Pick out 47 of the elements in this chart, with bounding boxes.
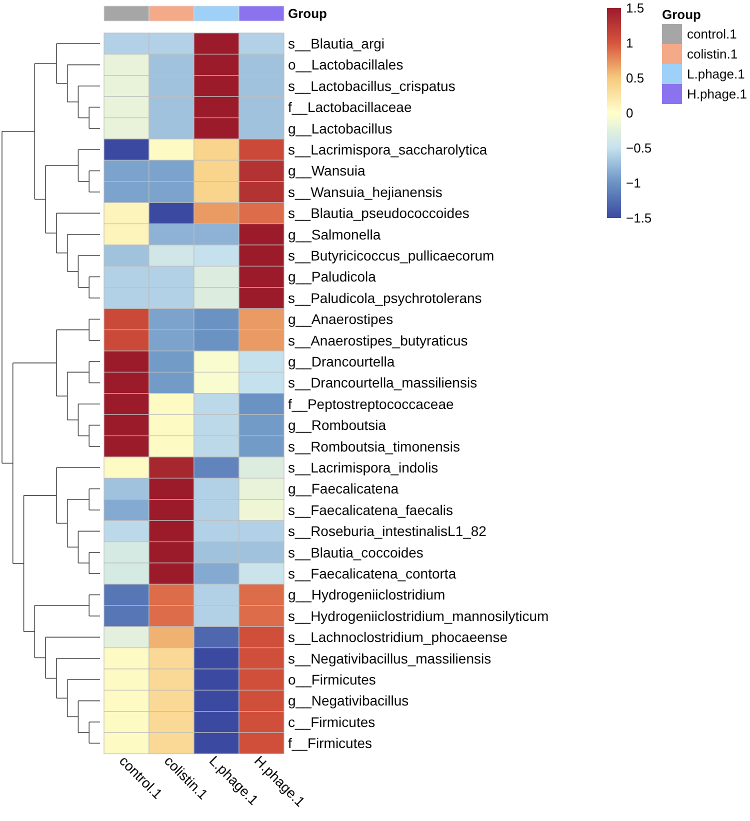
y-tick-label: g__Drancourtella <box>288 354 395 370</box>
y-tick-label: s__Paludicola_psychrotolerans <box>288 290 482 306</box>
y-tick-label: s__Faecalicatena_faecalis <box>288 502 453 518</box>
color-bar-label: 0.5 <box>626 70 644 86</box>
color-bar-label: 0 <box>626 106 634 121</box>
category-label: colistin.1 <box>687 46 738 62</box>
y-tick-label: s__Blautia_pseudococcoides <box>288 205 470 222</box>
color-bar-label: −1 <box>626 176 641 191</box>
y-tick-label: g__Anaerostipes <box>288 311 394 328</box>
color-bar-label: 1.5 <box>626 0 644 16</box>
y-tick-label: g__Romboutsia <box>288 417 386 434</box>
y-tick-label: f__Lactobacillaceae <box>288 99 412 116</box>
y-tick-label: f__Peptostreptococcaceae <box>288 396 454 412</box>
category-label: control.1 <box>687 26 737 42</box>
y-tick-label: g__Negativibacillus <box>288 692 409 709</box>
y-tick-label: g__Wansuia <box>288 162 366 179</box>
y-tick-label: o__Firmicutes <box>288 672 376 688</box>
y-tick-label: s__Lactobacillus_crispatus <box>288 78 456 94</box>
y-tick-label: s__Negativibacillus_massiliensis <box>288 650 492 666</box>
text: Group <box>288 6 328 21</box>
legend-title: Group <box>662 7 702 22</box>
y-tick-label: f__Firmicutes <box>288 735 372 752</box>
y-tick-label: g__Lactobacillus <box>288 120 392 136</box>
category-label: L.phage.1 <box>687 66 745 82</box>
y-tick-label: s__Drancourtella_massiliensis <box>288 374 478 391</box>
y-tick-label: o__Lactobacillales <box>288 56 404 73</box>
y-tick-label: s__Blautia_coccoides <box>288 544 424 560</box>
y-tick-label: s__Romboutsia_timonensis <box>288 438 460 454</box>
y-tick-label: s__Roseburia_intestinalisL1_82 <box>288 523 487 540</box>
category-label: H.phage.1 <box>687 86 747 102</box>
color-bar-label: 1 <box>626 36 634 51</box>
y-tick-label: s__Faecalicatena_contorta <box>288 566 456 582</box>
y-tick-label: s__Anaerostipes_butyraticus <box>288 332 468 348</box>
y-tick-label: s__Butyricicoccus_pullicaecorum <box>288 248 494 264</box>
color-bar-label: −1.5 <box>626 210 652 226</box>
y-tick-label: g__Salmonella <box>288 226 381 242</box>
y-tick-label: g__Paludicola <box>288 268 376 285</box>
y-tick-label: s__Lacrimispora_indolis <box>288 460 438 476</box>
color-bar-label: −0.5 <box>626 140 652 156</box>
y-tick-label: s__Lacrimispora_saccharolytica <box>288 142 488 158</box>
y-tick-label: s__Hydrogeniiclostridium_mannosilyticum <box>288 608 549 624</box>
y-tick-label: s__Blautia_argi <box>288 36 385 52</box>
y-tick-label: s__Lachnoclostridium_phocaeense <box>288 629 508 646</box>
y-tick-label: g__Hydrogeniiclostridium <box>288 586 446 603</box>
y-tick-label: s__Wansuia_hejianensis <box>288 184 442 200</box>
y-tick-label: g__Faecalicatena <box>288 480 399 497</box>
y-tick-label: c__Firmicutes <box>288 714 376 730</box>
